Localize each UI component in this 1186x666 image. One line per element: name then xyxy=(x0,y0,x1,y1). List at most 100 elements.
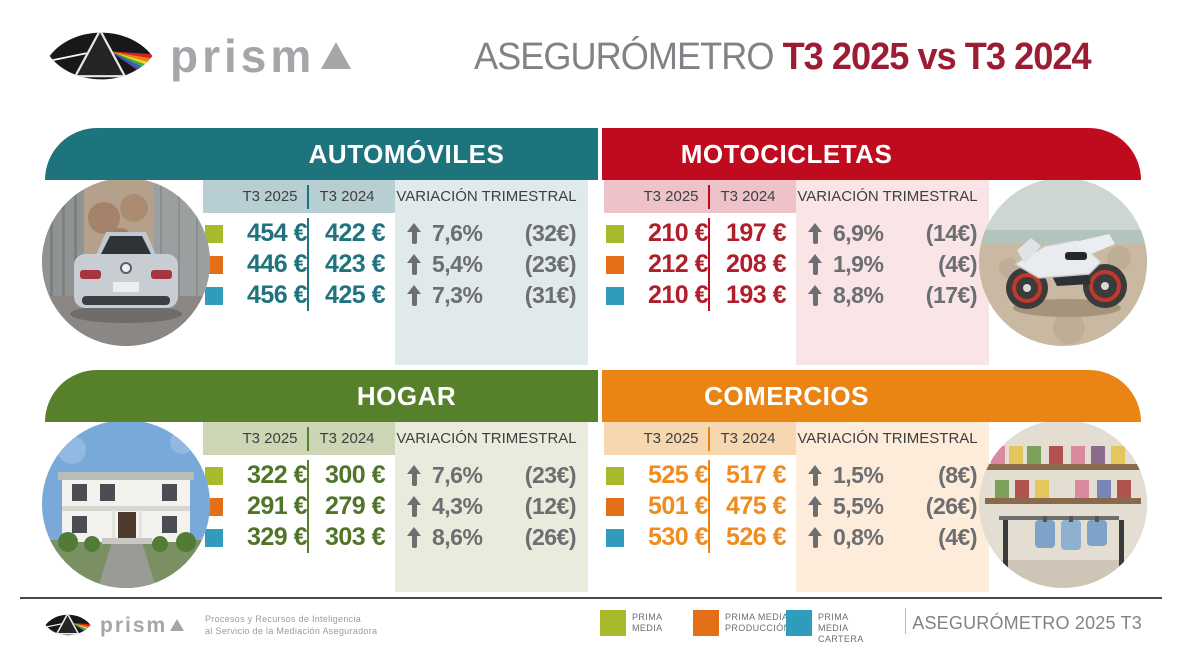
variation-cell: 0,8% (4€) xyxy=(796,524,989,551)
table-row: 212 € 208 € 1,9% (4€) xyxy=(604,249,989,280)
row-divider xyxy=(307,249,309,280)
value-t3-2024: 303 € xyxy=(324,523,386,551)
up-arrow-icon xyxy=(808,284,823,307)
col-t3-2024: T3 2024 xyxy=(319,430,375,447)
variation-cell: 5,4% (23€) xyxy=(395,251,588,278)
panel-title: AUTOMÓVILES xyxy=(308,138,505,169)
prima-media-cartera-swatch xyxy=(606,286,624,305)
comercios-photo xyxy=(979,420,1147,588)
table-row: 322 € 300 € 7,6% (23€) xyxy=(203,460,588,491)
value-t3-2025: 525 € xyxy=(647,461,709,489)
variation-cell: 8,8% (17€) xyxy=(796,282,989,309)
prima-media-swatch xyxy=(205,224,223,243)
page-title: ASEGURÓMETRO T3 2025 vs T3 2024 xyxy=(474,36,1092,79)
row-divider xyxy=(708,249,710,280)
row-divider xyxy=(708,280,710,311)
prima-media-swatch xyxy=(606,224,624,243)
value-t3-2024: 425 € xyxy=(324,281,386,309)
table-rows: 525 € 517 € 1,5% (8€) 501 € 475 € xyxy=(604,460,989,553)
up-arrow-icon xyxy=(808,253,823,276)
variation-percent: 7,6% xyxy=(432,220,483,246)
brand-text: prism xyxy=(170,30,316,82)
variation-column-bg xyxy=(796,180,989,365)
footer-prisma-eye-icon xyxy=(45,614,91,636)
footer-prisma-logo: prism xyxy=(44,608,185,642)
table-row: 329 € 303 € 8,6% (26€) xyxy=(203,522,588,553)
variation-cell: 1,5% (8€) xyxy=(796,462,989,489)
prima-media-cartera-swatch xyxy=(205,286,223,305)
variation-cell: 7,6% (32€) xyxy=(395,220,588,247)
col-variation: VARIACIÓN TRIMESTRAL xyxy=(797,430,978,447)
variation-amount: (4€) xyxy=(938,524,977,550)
variation-percent: 6,9% xyxy=(833,220,884,246)
footer-brand-text: prism xyxy=(100,613,168,637)
variation-amount: (8€) xyxy=(938,462,977,488)
variation-cell: 4,3% (12€) xyxy=(395,493,588,520)
variation-amount: (32€) xyxy=(524,220,577,246)
panel-automoviles-header: AUTOMÓVILES xyxy=(45,128,598,180)
variation-percent: 1,9% xyxy=(833,251,884,277)
up-arrow-icon xyxy=(407,495,422,518)
variation-column-bg xyxy=(395,422,588,592)
variation-amount: (17€) xyxy=(925,282,978,308)
col-variation: VARIACIÓN TRIMESTRAL xyxy=(797,188,978,205)
value-t3-2024: 526 € xyxy=(725,523,787,551)
variation-amount: (12€) xyxy=(524,493,577,519)
panel-hogar-header: HOGAR xyxy=(45,370,598,422)
prima-media-produccion-swatch xyxy=(606,497,624,516)
title-comparison: T3 2025 vs T3 2024 xyxy=(782,36,1092,78)
value-t3-2024: 300 € xyxy=(324,461,386,489)
row-divider xyxy=(307,460,309,491)
variation-amount: (4€) xyxy=(938,251,977,277)
tagline-line-2: al Servicio de la Mediación Aseguradora xyxy=(205,626,378,636)
panel-hogar-table: T3 2025 T3 2024 VARIACIÓN TRIMESTRAL 322… xyxy=(203,422,588,592)
variation-percent: 5,4% xyxy=(432,251,483,277)
table-row: 446 € 423 € 5,4% (23€) xyxy=(203,249,588,280)
tagline-line-1: Procesos y Recursos de Inteligencia xyxy=(205,614,362,624)
row-divider xyxy=(307,491,309,522)
value-t3-2024: 197 € xyxy=(725,219,787,247)
up-arrow-icon xyxy=(808,495,823,518)
panel-comercios: COMERCIOS xyxy=(602,370,1147,592)
legend-label-line1: PRIMA xyxy=(632,612,663,622)
variation-amount: (26€) xyxy=(925,493,978,519)
panel-title: MOTOCICLETAS xyxy=(680,138,893,169)
variation-percent: 1,5% xyxy=(833,462,884,488)
automoviles-photo xyxy=(42,178,210,346)
variation-percent: 7,6% xyxy=(432,462,483,488)
row-divider xyxy=(708,491,710,522)
panel-motocicletas: MOTOCICLETAS xyxy=(602,128,1147,365)
series-legend: PRIMA MEDIA PRIMA MEDIA PRODUCCIÓN PRIMA… xyxy=(600,610,879,645)
table-rows: 322 € 300 € 7,6% (23€) 291 € 279 € xyxy=(203,460,588,553)
value-t3-2025: 210 € xyxy=(647,219,709,247)
footer-vertical-divider xyxy=(905,608,906,634)
legend-label: PRIMA MEDIA xyxy=(632,610,663,634)
table-subheader: T3 2025 T3 2024 VARIACIÓN TRIMESTRAL xyxy=(604,180,989,213)
panel-motocicletas-table: T3 2025 T3 2024 VARIACIÓN TRIMESTRAL 210… xyxy=(604,180,989,365)
legend-item-prima-media-cartera: PRIMA MEDIA CARTERA xyxy=(786,610,879,645)
brand-letter-a-triangle xyxy=(321,41,352,69)
value-t3-2025: 454 € xyxy=(246,219,308,247)
legend-swatch-lime xyxy=(600,610,626,636)
panel-comercios-header: COMERCIOS xyxy=(602,370,1141,422)
variation-percent: 7,3% xyxy=(432,282,483,308)
variation-percent: 4,3% xyxy=(432,493,483,519)
up-arrow-icon xyxy=(407,222,422,245)
row-divider xyxy=(708,218,710,249)
row-divider xyxy=(708,522,710,553)
row-divider xyxy=(307,218,309,249)
panel-automoviles-table: T3 2025 T3 2024 VARIACIÓN TRIMESTRAL 454… xyxy=(203,180,588,365)
variation-percent: 0,8% xyxy=(833,524,884,550)
value-t3-2025: 322 € xyxy=(246,461,308,489)
column-divider xyxy=(307,184,309,209)
footer-tagline: Procesos y Recursos de Inteligencia al S… xyxy=(205,613,377,637)
variation-cell: 1,9% (4€) xyxy=(796,251,989,278)
up-arrow-icon xyxy=(808,526,823,549)
value-t3-2025: 212 € xyxy=(647,250,709,278)
table-row: 501 € 475 € 5,5% (26€) xyxy=(604,491,989,522)
table-row: 530 € 526 € 0,8% (4€) xyxy=(604,522,989,553)
table-row: 456 € 425 € 7,3% (31€) xyxy=(203,280,588,311)
up-arrow-icon xyxy=(407,284,422,307)
variation-cell: 7,3% (31€) xyxy=(395,282,588,309)
panel-motocicletas-header: MOTOCICLETAS xyxy=(602,128,1141,180)
